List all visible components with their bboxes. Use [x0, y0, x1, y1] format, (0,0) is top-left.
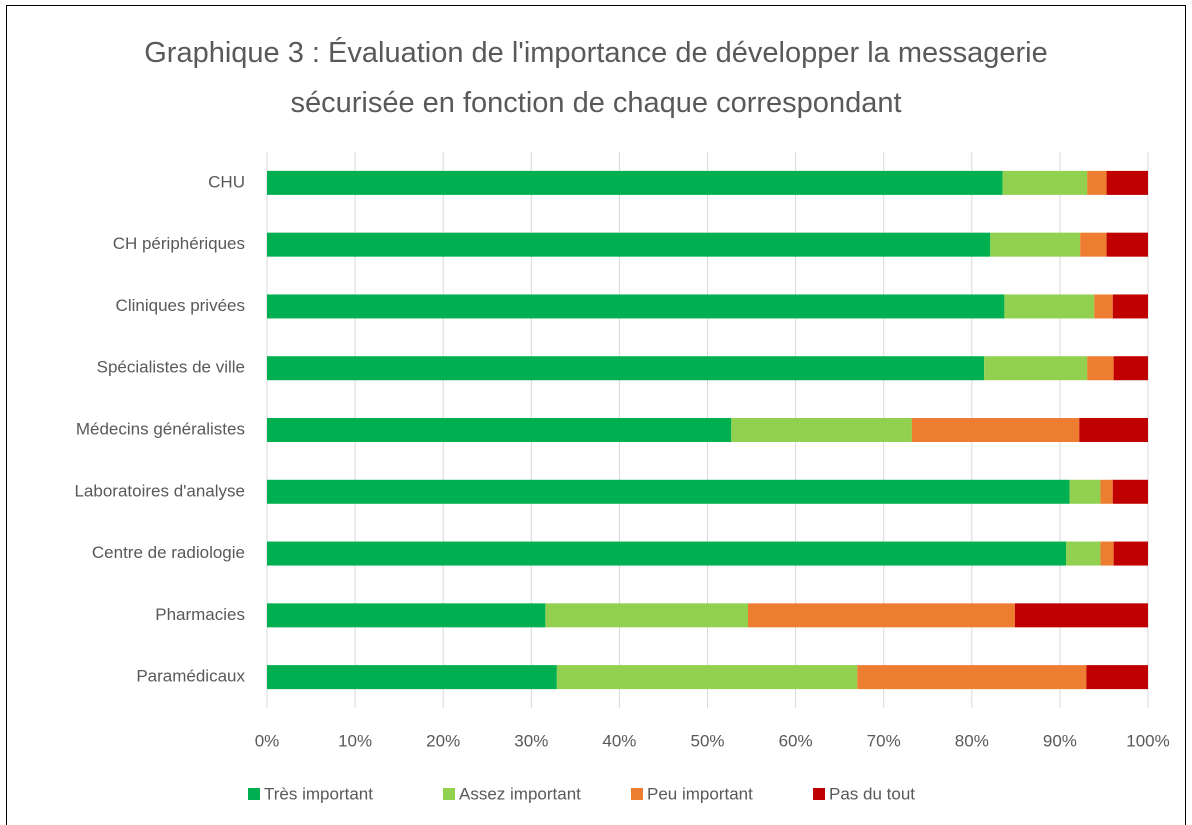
bar-segment — [1004, 294, 1095, 319]
bar-segment — [267, 541, 1067, 566]
legend-label: Très important — [264, 784, 373, 803]
y-tick-label: Centre de radiologie — [92, 543, 245, 562]
bar-segment — [267, 356, 985, 381]
bar-segment — [1087, 356, 1114, 381]
y-tick-label: Paramédicaux — [136, 667, 245, 686]
bar-segment — [984, 356, 1088, 381]
bar-segment — [911, 418, 1080, 442]
bar-segment — [1100, 479, 1113, 504]
legend-swatch — [443, 788, 455, 800]
legend-label: Peu important — [647, 784, 753, 803]
y-tick-label: Cliniques privées — [116, 296, 245, 315]
legend-swatch — [813, 788, 825, 800]
bar-segment — [267, 665, 557, 690]
x-tick-label: 10% — [338, 731, 372, 750]
legend-label: Pas du tout — [829, 784, 915, 803]
bar-segment — [1014, 603, 1148, 628]
bar-segment — [267, 294, 1005, 319]
x-tick-label: 80% — [955, 731, 989, 750]
x-tick-label: 20% — [426, 731, 460, 750]
x-tick-label: 30% — [514, 731, 548, 750]
bar-segment — [267, 232, 991, 257]
bar-segment — [1100, 541, 1114, 566]
bar-segment — [556, 665, 858, 690]
y-tick-label: CHU — [208, 172, 245, 191]
x-tick-label: 40% — [602, 731, 636, 750]
bar-segment — [267, 603, 546, 628]
bar-segment — [267, 479, 1070, 504]
y-tick-label: Laboratoires d'analyse — [74, 481, 245, 500]
y-tick-label: CH périphériques — [113, 234, 245, 253]
bar-segment — [1086, 665, 1148, 690]
legend-swatch — [248, 788, 260, 800]
legend-swatch — [631, 788, 643, 800]
bar-segment — [990, 232, 1081, 257]
x-tick-label: 100% — [1126, 731, 1169, 750]
x-tick-label: 0% — [255, 731, 280, 750]
legend-label: Assez important — [459, 784, 581, 803]
x-tick-label: 70% — [867, 731, 901, 750]
bar-segment — [1112, 294, 1148, 319]
bar-segment — [1113, 541, 1148, 566]
chart-frame — [6, 5, 1186, 825]
chart-title: Graphique 3 : Évaluation de l'importance… — [144, 37, 1048, 119]
bar-segment — [731, 418, 912, 442]
bar-segment — [1113, 356, 1148, 381]
bar-segment — [267, 170, 1003, 195]
bar-segment — [267, 418, 732, 442]
bar-segment — [857, 665, 1087, 690]
x-tick-label: 90% — [1043, 731, 1077, 750]
bar-segment — [1002, 170, 1088, 195]
bar-segment — [1106, 170, 1148, 195]
bar-segment — [1079, 418, 1148, 442]
bar-segment — [1106, 232, 1148, 257]
bar-segment — [1069, 479, 1101, 504]
bar-segment — [1066, 541, 1101, 566]
y-tick-label: Pharmacies — [155, 605, 245, 624]
x-tick-label: 60% — [779, 731, 813, 750]
bar-segment — [545, 603, 749, 628]
x-tick-label: 50% — [690, 731, 724, 750]
bar-segment — [1112, 479, 1148, 504]
bar-segment — [1094, 294, 1113, 319]
y-tick-label: Médecins généralistes — [76, 419, 245, 438]
bar-segment — [748, 603, 1015, 628]
y-tick-label: Spécialistes de ville — [97, 358, 245, 377]
bar-segment — [1087, 170, 1107, 195]
bar-segment — [1080, 232, 1107, 257]
